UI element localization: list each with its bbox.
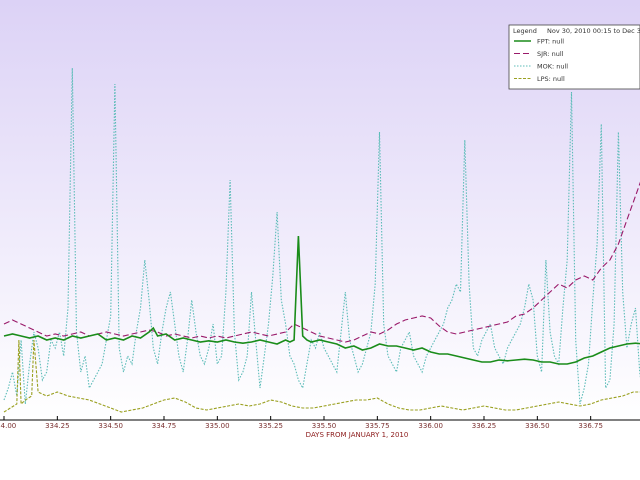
legend-entry-label: SJR: null [537,50,564,58]
x-tick-label: 336.25 [472,422,497,430]
legend: Legend Nov 30, 2010 00:15 to Dec 3 07 FP… [508,24,640,90]
x-tick-label: 336.75 [578,422,603,430]
legend-box [508,24,640,90]
legend-subtitle: Nov 30, 2010 00:15 to Dec 3 07 [547,27,640,35]
x-tick-label: 335.25 [258,422,283,430]
legend-title: Legend [513,27,537,35]
x-tick-label: 336.50 [525,422,550,430]
series-line-mok [3,67,640,405]
series-line-lps [3,339,640,413]
x-tick-label: 335.00 [205,422,230,430]
x-tick-label: 335.75 [365,422,390,430]
legend-entry-label: LPS: null [537,75,565,83]
x-axis-ticks: 334.00 334.25 334.50 334.75 335.00 335.25 335.… [0,416,640,430]
x-tick-label: 334.50 [98,422,123,430]
x-tick-label: 334.75 [152,422,177,430]
series-layer [3,67,640,413]
legend-entry-label: FPT: null [537,38,564,46]
x-tick-label: 334.25 [45,422,70,430]
x-axis-label: DAYS FROM JANUARY 1, 2010 [306,431,409,439]
series-line-fpt [3,235,640,365]
series-line-sjr [3,181,640,343]
x-tick-label: 335.50 [312,422,337,430]
x-tick-label: 336.00 [418,422,443,430]
x-tick-label: 334.00 [0,422,16,430]
legend-entries: FPT: null SJR: null MOK: null LPS: null [514,38,568,83]
legend-entry-label: MOK: null [537,63,568,71]
